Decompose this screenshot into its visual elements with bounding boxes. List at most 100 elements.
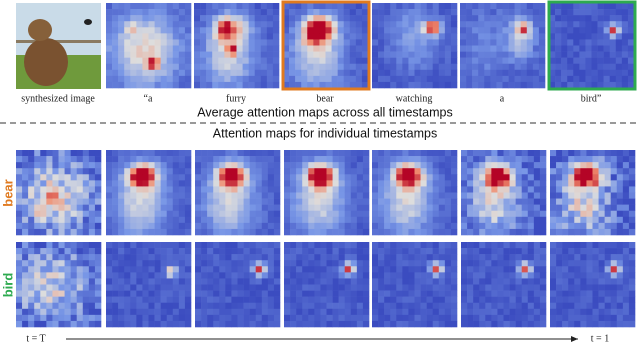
cell [249,21,255,27]
cell [195,278,201,284]
cell [326,76,332,82]
cell [357,254,363,260]
cell [130,309,136,315]
cell [302,199,308,205]
cell [313,58,319,64]
cell [345,174,351,180]
cell [540,272,546,278]
cell [415,260,421,266]
cell [461,315,467,321]
cell [466,9,472,15]
cell [207,193,213,199]
cell [533,70,539,76]
cell [77,162,83,168]
cell [124,180,130,186]
cell [344,58,350,64]
cell [89,168,95,174]
cell [207,211,213,217]
cell [605,199,611,205]
cell [585,82,591,88]
cell [451,291,457,297]
cell [479,193,485,199]
cell [556,303,562,309]
cell [363,278,369,284]
cell [439,156,445,162]
cell [194,82,200,88]
cell [161,315,167,321]
cell [623,229,629,235]
cell [427,52,433,58]
cell [243,9,249,15]
cell [611,266,617,272]
cell [320,211,326,217]
cell [491,260,497,266]
cell [46,217,52,223]
cell [185,82,191,88]
cell [250,242,256,248]
cell [112,278,118,284]
cell [604,64,610,70]
cell [497,285,503,291]
cell [313,52,319,58]
cell [573,82,579,88]
cell [40,297,46,303]
cell [445,260,451,266]
cell [161,33,167,39]
cell [568,211,574,217]
cell [491,168,497,174]
cell [238,321,244,327]
cell [173,39,179,45]
cell [319,21,325,27]
cell [320,260,326,266]
cell [213,303,219,309]
cell [357,193,363,199]
cell [289,9,295,15]
cell [308,156,314,162]
cell [384,186,390,192]
cell [238,285,244,291]
cell [320,254,326,260]
cell [491,229,497,235]
cell [580,303,586,309]
cell [268,217,274,223]
cell [290,278,296,284]
cell [534,205,540,211]
cell [149,168,155,174]
cell [510,291,516,297]
cell [95,229,101,235]
cell [460,58,466,64]
cell [295,70,301,76]
cell [89,285,95,291]
cell [598,70,604,76]
cell [363,291,369,297]
cell [95,291,101,297]
cell [445,52,451,58]
cell [244,297,250,303]
cell [574,272,580,278]
cell [478,27,484,33]
cell [167,76,173,82]
cell [616,15,622,21]
cell [427,39,433,45]
cell [16,291,22,297]
cell [219,156,225,162]
cell [106,46,112,52]
cell [540,266,546,272]
cell [320,223,326,229]
cell [415,309,421,315]
cell [485,321,491,327]
cell [59,242,65,248]
cell [333,272,339,278]
cell [77,260,83,266]
cell [421,150,427,156]
cell [262,150,268,156]
cell [185,321,191,327]
cell [586,217,592,223]
cell [451,15,457,21]
cell [466,3,472,9]
cell [461,180,467,186]
cell [504,156,510,162]
cell [95,180,101,186]
cell [439,15,445,21]
cell [219,242,225,248]
